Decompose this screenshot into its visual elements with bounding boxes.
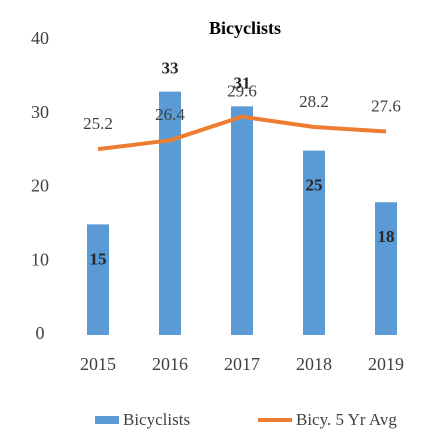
line: [97, 114, 387, 152]
y-tick-label: 20: [31, 176, 49, 196]
data-label: 33: [162, 59, 179, 78]
bar: [303, 150, 325, 335]
x-tick-label: 2016: [152, 354, 188, 374]
data-label: 27.6: [371, 96, 401, 115]
data-label: 28.2: [299, 92, 329, 111]
data-label: 18: [378, 227, 395, 246]
bar: [231, 106, 253, 335]
data-label: 15: [90, 249, 107, 268]
y-tick-label: 0: [36, 323, 45, 343]
bar: [375, 202, 397, 335]
legend-label: Bicy. 5 Yr Avg: [296, 410, 397, 429]
bar: [87, 224, 109, 335]
y-tick-label: 30: [31, 102, 49, 122]
y-tick-label: 10: [31, 249, 49, 269]
x-tick-label: 2015: [80, 354, 116, 374]
data-label: 25: [306, 176, 323, 195]
x-tick-label: 2018: [296, 354, 332, 374]
data-label: 26.4: [155, 105, 185, 124]
x-tick-label: 2017: [224, 354, 260, 374]
legend-label: Bicyclists: [123, 410, 190, 429]
chart-title: Bicyclists: [209, 18, 281, 38]
bar: [159, 91, 181, 335]
data-label: 31: [234, 73, 251, 92]
legend-swatch: [95, 416, 119, 424]
y-tick-label: 40: [31, 28, 49, 48]
data-label: 29.6: [227, 82, 257, 101]
data-label: 25.2: [83, 114, 113, 133]
x-tick-label: 2019: [368, 354, 404, 374]
